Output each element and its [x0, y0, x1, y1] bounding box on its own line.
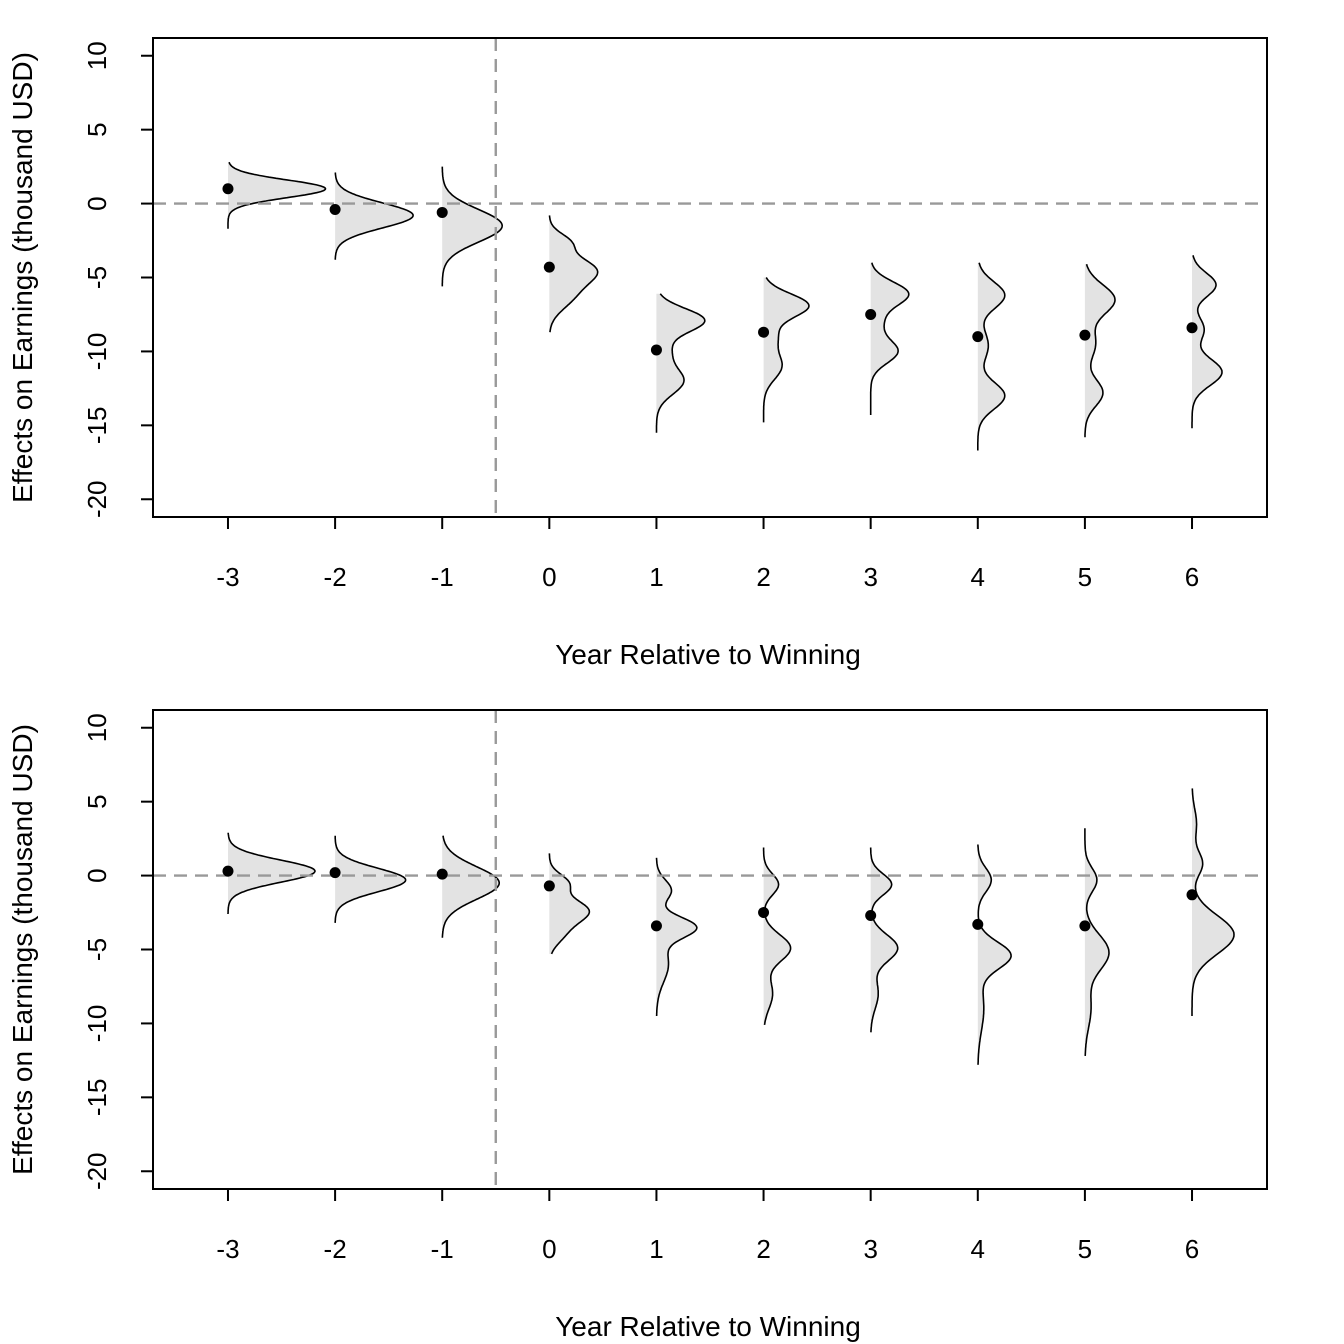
- density-fill: [977, 844, 1012, 1065]
- point-estimate: [972, 918, 984, 930]
- y-tick-label: -15: [82, 1079, 112, 1117]
- y-tick-label: 5: [82, 122, 112, 136]
- point-estimate: [329, 203, 341, 215]
- point-estimate: [758, 907, 770, 919]
- x-axis-title: Year Relative to Winning: [555, 639, 861, 670]
- y-tick-label: 10: [82, 713, 112, 742]
- density-curve: [1191, 788, 1235, 1016]
- y-tick-label: -20: [82, 480, 112, 518]
- point-estimate: [865, 308, 877, 320]
- density-curve: [227, 832, 316, 914]
- point-estimate: [1186, 889, 1198, 901]
- density-fill: [977, 262, 1005, 451]
- point-estimate: [758, 326, 770, 338]
- density-curve: [869, 262, 910, 415]
- y-tick-label: -20: [82, 1152, 112, 1190]
- x-tick-label: 4: [971, 1234, 985, 1264]
- density-curve: [548, 853, 591, 955]
- plot-frame: [152, 37, 1268, 518]
- x-tick-label: 4: [971, 562, 985, 592]
- x-tick-label: -1: [431, 1234, 454, 1264]
- x-tick-label: 5: [1078, 562, 1092, 592]
- y-tick-label: 0: [82, 196, 112, 210]
- y-tick-label: -5: [82, 938, 112, 961]
- point-estimate: [543, 880, 555, 892]
- y-tick-label: -15: [82, 407, 112, 445]
- x-tick-label: 0: [542, 562, 556, 592]
- density-curve: [1191, 255, 1223, 429]
- density-curve: [441, 166, 504, 287]
- y-axis-title: Effects on Earnings (thousand USD): [7, 52, 38, 503]
- x-tick-label: -2: [324, 1234, 347, 1264]
- x-tick-label: -2: [324, 562, 347, 592]
- x-tick-label: 2: [756, 1234, 770, 1264]
- x-tick-label: 1: [649, 562, 663, 592]
- y-tick-label: -10: [82, 333, 112, 371]
- x-tick-label: 3: [863, 1234, 877, 1264]
- x-tick-label: 2: [756, 562, 770, 592]
- density-curve: [334, 835, 407, 923]
- density-curve: [548, 215, 599, 333]
- y-tick-label: 0: [82, 868, 112, 882]
- x-tick-label: 1: [649, 1234, 663, 1264]
- density-curve: [762, 847, 792, 1026]
- point-estimate: [972, 331, 984, 343]
- density-fill: [763, 277, 809, 423]
- density-fill: [335, 172, 414, 260]
- density-fill: [1192, 788, 1234, 1016]
- density-curve: [655, 857, 698, 1017]
- y-tick-label: 10: [82, 41, 112, 70]
- x-tick-label: -3: [216, 1234, 239, 1264]
- x-tick-label: 6: [1185, 562, 1199, 592]
- x-axis-title: Year Relative to Winning: [555, 1311, 861, 1342]
- point-estimate: [436, 206, 448, 218]
- x-tick-label: 3: [863, 562, 877, 592]
- x-tick-label: 5: [1078, 1234, 1092, 1264]
- point-estimate: [436, 868, 448, 880]
- density-curve: [869, 847, 899, 1033]
- density-fill: [549, 853, 590, 954]
- density-fill: [1084, 264, 1115, 438]
- point-estimate: [650, 920, 662, 932]
- point-estimate: [1079, 920, 1091, 932]
- point-estimate: [1186, 322, 1198, 334]
- density-fill: [442, 835, 500, 938]
- density-curve: [977, 262, 1006, 451]
- x-tick-label: -3: [216, 562, 239, 592]
- density-fill: [549, 215, 598, 333]
- density-curve: [227, 161, 327, 229]
- density-curve: [977, 844, 1012, 1065]
- point-estimate: [543, 261, 555, 273]
- point-estimate: [222, 865, 234, 877]
- density-fill: [228, 162, 326, 229]
- density-curve: [655, 293, 706, 433]
- density-curve: [1084, 828, 1110, 1056]
- y-tick-label: -5: [82, 266, 112, 289]
- density-fill: [335, 835, 406, 923]
- y-tick-label: 5: [82, 794, 112, 808]
- x-tick-label: 0: [542, 1234, 556, 1264]
- point-estimate: [1079, 329, 1091, 341]
- y-axis-title: Effects on Earnings (thousand USD): [7, 724, 38, 1175]
- density-fill: [656, 857, 697, 1016]
- density-fill: [763, 847, 791, 1025]
- density-fill: [656, 293, 705, 433]
- point-estimate: [865, 909, 877, 921]
- x-tick-label: -1: [431, 562, 454, 592]
- density-fill: [442, 166, 503, 287]
- density-fill: [228, 832, 315, 914]
- density-curve: [441, 835, 500, 938]
- density-fill: [1192, 255, 1222, 429]
- point-estimate: [222, 183, 234, 195]
- density-curve: [1084, 263, 1116, 438]
- density-curve: [334, 172, 414, 260]
- density-curve: [762, 277, 810, 423]
- x-tick-label: 6: [1185, 1234, 1199, 1264]
- y-tick-label: -10: [82, 1005, 112, 1043]
- point-estimate: [650, 344, 662, 356]
- point-estimate: [329, 867, 341, 879]
